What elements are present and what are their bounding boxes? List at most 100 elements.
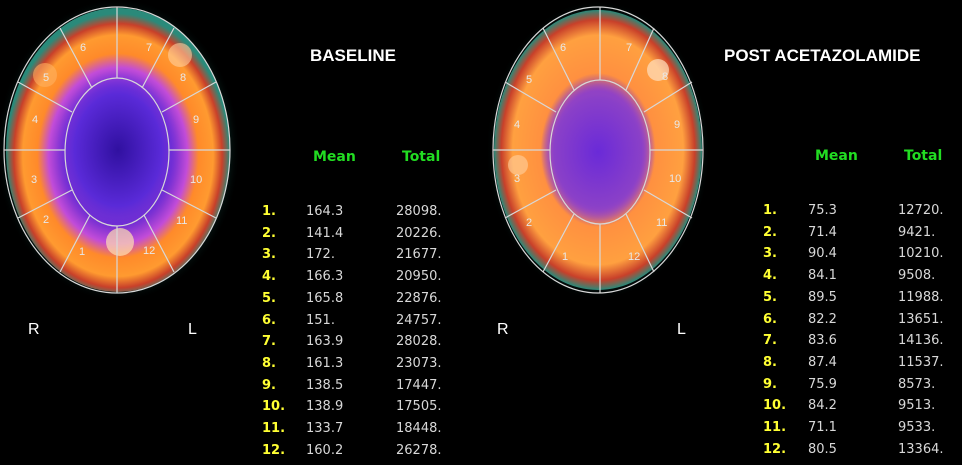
post-row-index: 8.: [763, 354, 777, 370]
post-table-row: 9. 75.9 8573.: [480, 377, 960, 397]
baseline-row-total: 17505.: [396, 399, 442, 415]
post-row-mean: 84.2: [808, 398, 837, 414]
post-segment-label: 1: [562, 251, 568, 263]
baseline-row-mean: 172.: [306, 247, 335, 263]
post-segment-grid: [492, 6, 704, 294]
post-row-total: 8573.: [898, 376, 936, 392]
post-row-mean: 89.5: [808, 289, 837, 305]
post-row-index: 7.: [763, 333, 777, 349]
baseline-row-mean: 138.9: [306, 399, 344, 415]
post-total-header: Total: [904, 148, 943, 164]
baseline-row-mean: 141.4: [306, 225, 344, 241]
baseline-table-row: 6. 151. 24757.: [0, 313, 480, 333]
post-row-index: 11.: [763, 420, 787, 435]
baseline-row-mean: 163.9: [306, 334, 344, 350]
post-table-row: 1. 75.3 12720.: [480, 203, 960, 223]
post-row-total: 9421.: [898, 224, 936, 240]
baseline-total-header: Total: [402, 149, 441, 165]
baseline-table-row: 11. 133.7 18448.: [0, 421, 480, 441]
baseline-row-total: 22876.: [396, 290, 442, 306]
baseline-segment-grid: [3, 6, 231, 294]
post-row-total: 13651.: [898, 311, 944, 327]
baseline-row-mean: 133.7: [306, 421, 344, 436]
post-row-total: 13364.: [898, 441, 944, 457]
baseline-row-total: 21677.: [396, 247, 442, 263]
baseline-title: BASELINE: [310, 46, 396, 65]
baseline-segment-label: 1: [79, 246, 85, 258]
baseline-segment-label: 10: [190, 174, 202, 186]
baseline-row-index: 5.: [262, 290, 276, 306]
post-table-row: 4. 84.1 9508.: [480, 268, 960, 288]
post-segment-label: 9: [674, 119, 680, 131]
baseline-row-index: 2.: [262, 225, 276, 241]
post-table-row: 3. 90.4 10210.: [480, 246, 960, 266]
post-row-index: 4.: [763, 268, 777, 284]
post-segment-label: 2: [526, 217, 532, 229]
baseline-row-total: 18448.: [396, 421, 442, 436]
post-scan-svg: 6 7 5 8 4 9 3 10 2 11 1 12: [488, 0, 710, 300]
post-row-index: 12.: [763, 441, 787, 457]
post-table-row: 12. 80.5 13364.: [480, 442, 960, 462]
baseline-row-total: 24757.: [396, 312, 442, 328]
baseline-row-mean: 164.3: [306, 204, 344, 219]
baseline-table-row: 8. 161.3 23073.: [0, 356, 480, 376]
baseline-table-row: 5. 165.8 22876.: [0, 291, 480, 311]
baseline-table-row: 7. 163.9 28028.: [0, 334, 480, 354]
baseline-scan-svg: 6 7 5 8 4 9 3 10 2 11 1 12: [0, 0, 240, 300]
post-table-row: 6. 82.2 13651.: [480, 312, 960, 332]
post-acetazolamide-title: POST ACETAZOLAMIDE: [724, 46, 921, 65]
post-table-row: 5. 89.5 11988.: [480, 290, 960, 310]
baseline-row-total: 20950.: [396, 269, 442, 285]
baseline-row-index: 1.: [262, 204, 276, 219]
baseline-row-mean: 166.3: [306, 269, 344, 285]
post-row-mean: 90.4: [808, 246, 837, 262]
post-segment-label: 11: [656, 217, 667, 229]
baseline-row-total: 20226.: [396, 225, 442, 241]
post-table-row: 10. 84.2 9513.: [480, 398, 960, 418]
post-row-total: 10210.: [898, 246, 944, 262]
post-mean-header: Mean: [815, 148, 858, 164]
baseline-table-row: 9. 138.5 17447.: [0, 378, 480, 398]
baseline-row-index: 11.: [262, 421, 286, 436]
post-table-row: 7. 83.6 14136.: [480, 333, 960, 353]
post-row-index: 9.: [763, 376, 777, 392]
post-orientation-left-label: L: [677, 321, 686, 338]
post-segment-label: 6: [560, 42, 566, 54]
post-row-mean: 83.6: [808, 333, 837, 349]
post-row-index: 2.: [763, 224, 777, 240]
post-row-index: 3.: [763, 246, 777, 262]
post-row-mean: 71.4: [808, 224, 837, 240]
baseline-row-total: 23073.: [396, 355, 442, 371]
baseline-orientation-right-label: R: [28, 321, 40, 338]
post-row-total: 12720.: [898, 203, 944, 218]
post-row-mean: 75.3: [808, 203, 837, 218]
post-row-mean: 71.1: [808, 420, 837, 435]
post-table-row: 8. 87.4 11537.: [480, 355, 960, 375]
baseline-table-row: 3. 172. 21677.: [0, 247, 480, 267]
baseline-segment-label: 9: [193, 114, 199, 126]
baseline-panel: 6 7 5 8 4 9 3 10 2 11 1 12 BASELINE R L …: [0, 0, 480, 465]
post-row-mean: 84.1: [808, 268, 837, 284]
baseline-segment-label: 11: [176, 215, 187, 227]
post-row-mean: 80.5: [808, 441, 837, 457]
post-row-total: 14136.: [898, 333, 944, 349]
post-segment-label: 8: [662, 71, 668, 83]
post-row-total: 11537.: [898, 354, 944, 370]
post-segment-label: 12: [628, 251, 640, 263]
baseline-mean-header: Mean: [313, 149, 356, 165]
post-row-mean: 82.2: [808, 311, 837, 327]
post-row-total: 9533.: [898, 420, 936, 435]
baseline-row-index: 6.: [262, 312, 276, 328]
baseline-row-total: 28098.: [396, 204, 442, 219]
post-table-row: 11. 71.1 9533.: [480, 420, 960, 440]
post-row-total: 11988.: [898, 289, 944, 305]
baseline-row-mean: 151.: [306, 312, 335, 328]
baseline-segment-label: 8: [180, 72, 186, 84]
post-row-index: 1.: [763, 203, 777, 218]
baseline-brain-scan: 6 7 5 8 4 9 3 10 2 11 1 12: [0, 0, 240, 300]
baseline-row-total: 28028.: [396, 334, 442, 350]
post-row-index: 10.: [763, 398, 787, 414]
baseline-segment-label: 4: [32, 114, 38, 126]
baseline-row-total: 17447.: [396, 377, 442, 393]
post-segment-label: 4: [514, 119, 520, 131]
